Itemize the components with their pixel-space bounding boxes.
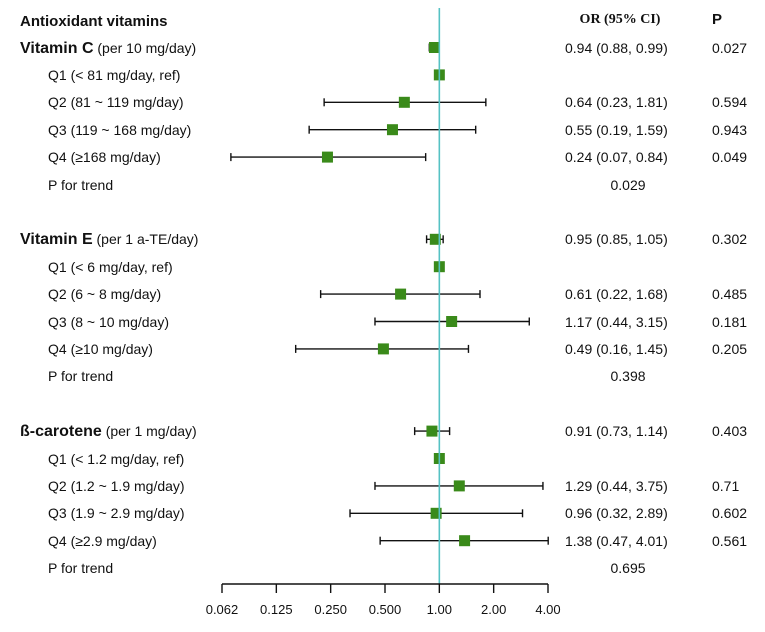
group-unit: (per 10 mg/day) [97,39,197,56]
row-label: Q4 (≥168 mg/day) [48,149,161,166]
x-tick-label: 2.00 [481,602,506,617]
trend-label: P for trend [48,560,114,577]
p-value: 0.049 [712,149,748,166]
group-0-or-marker [428,42,440,53]
or-ci-value: 0.61 (0.22, 1.68) [565,286,668,303]
or-ci-value: 0.49 (0.16, 1.45) [565,340,668,357]
p-value: 0.485 [712,286,748,303]
group-2-q4-or-marker [459,535,471,547]
x-tick-label: 0.250 [314,602,347,617]
or-ci-value: 0.55 (0.19, 1.59) [565,121,668,138]
x-tick-label: 0.062 [206,602,239,617]
group-1-q4-or-marker [377,343,389,355]
or-ci-value: 0.96 (0.32, 2.89) [565,505,668,522]
row-label: Q4 (≥2.9 mg/day) [48,532,157,549]
row-label: Q3 (8 ~ 10 mg/day) [48,313,170,330]
or-ci-value: 0.95 (0.85, 1.05) [565,231,668,248]
p-value: 0.302 [712,231,748,248]
or-ci-value: 0.64 (0.23, 1.81) [565,94,668,111]
p-value: 0.403 [712,423,748,440]
group-label-2: ß-carotene (per 1 mg/day) [20,423,197,440]
group-name: Vitamin C [20,39,94,57]
row-label: Q2 (81 ~ 119 mg/day) [48,94,184,111]
group-0-q3-or-marker [386,124,398,136]
or-ci-value: 0.24 (0.07, 0.84) [565,149,668,166]
group-2-q2-or-marker [453,480,465,492]
or-ci-value: 1.29 (0.44, 3.75) [565,477,668,494]
x-tick-label: 4.00 [535,602,560,617]
group-name: ß-carotene [20,423,102,441]
trend-label: P for trend [48,176,114,193]
trend-p-value: 0.695 [610,560,646,577]
row-label: Q1 (< 81 mg/day, ref) [48,66,181,83]
row-label: Q1 (< 6 mg/day, ref) [48,258,173,275]
group-2-or-marker [426,425,438,437]
group-label-0: Vitamin C (per 10 mg/day) [20,40,196,57]
group-1-q2-or-marker [395,288,407,300]
p-value: 0.943 [712,121,748,138]
trend-label: P for trend [48,368,114,385]
x-tick-label: 1.00 [427,602,452,617]
row-label: Q1 (< 1.2 mg/day, ref) [48,450,185,467]
group-1-or-marker [429,233,441,245]
group-unit: (per 1 mg/day) [105,423,197,440]
group-0-q2-or-marker [398,96,410,108]
group-unit: (per 1 a-TE/day) [96,231,199,248]
column-header-p: P [711,11,723,28]
p-value: 0.71 [712,477,740,494]
x-tick-label: 0.125 [260,602,293,617]
p-value: 0.181 [712,313,748,330]
row-label: Q2 (6 ~ 8 mg/day) [48,286,162,303]
p-value: 0.027 [712,39,748,56]
column-header-antioxidant-vitamins: Antioxidant vitamins [20,13,168,30]
p-value: 0.205 [712,340,748,357]
row-label: Q4 (≥10 mg/day) [48,340,153,357]
group-2-q3-or-marker [430,507,442,519]
row-label: Q2 (1.2 ~ 1.9 mg/day) [48,477,185,494]
x-tick-label: 0.500 [369,602,402,617]
trend-p-value: 0.398 [610,368,646,385]
p-value: 0.602 [712,505,748,522]
row-label: Q3 (1.9 ~ 2.9 mg/day) [48,505,185,522]
or-ci-value: 1.17 (0.44, 3.15) [565,313,668,330]
row-label: Q3 (119 ~ 168 mg/day) [48,121,192,138]
group-name: Vitamin E [20,231,93,249]
group-label-1: Vitamin E (per 1 a-TE/day) [20,231,198,248]
group-1-q3-or-marker [446,316,458,327]
or-ci-value: 0.91 (0.73, 1.14) [565,423,668,440]
or-ci-value: 1.38 (0.47, 4.01) [565,532,668,549]
column-header-or: OR (95% CI) [579,12,661,27]
p-value: 0.561 [712,532,748,549]
p-value: 0.594 [712,94,748,111]
group-0-q4-or-marker [321,151,333,163]
trend-p-value: 0.029 [610,176,646,193]
or-ci-value: 0.94 (0.88, 0.99) [565,39,668,56]
